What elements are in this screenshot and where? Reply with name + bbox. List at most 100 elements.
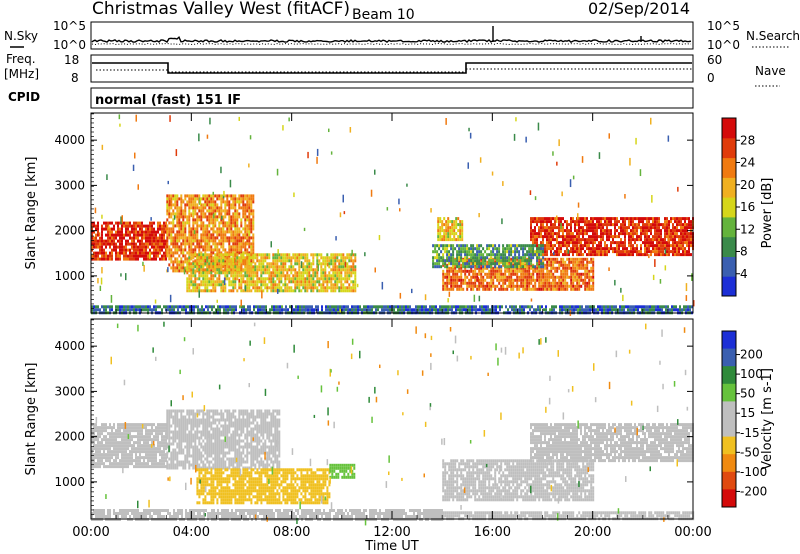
data-cell (216, 215, 219, 219)
data-cell (578, 266, 581, 270)
data-cell (188, 277, 191, 281)
data-cell (597, 305, 599, 309)
data-cell (183, 308, 185, 312)
data-cell (210, 239, 213, 243)
data-cell (590, 250, 592, 254)
data-cell (238, 212, 241, 216)
data-cell (496, 272, 499, 276)
data-cell (188, 224, 191, 228)
data-cell (262, 265, 265, 269)
data-cell (456, 284, 459, 288)
data-cell (561, 305, 563, 309)
data-cell (582, 232, 584, 236)
data-cell (620, 238, 622, 242)
data-cell (180, 257, 183, 261)
data-cell (190, 212, 193, 216)
data-cell (137, 305, 139, 309)
data-cell (121, 308, 123, 312)
data-cell (196, 268, 199, 272)
data-cell (464, 244, 467, 248)
data-cell (628, 220, 630, 224)
data-cell (508, 259, 511, 263)
data-cell (508, 244, 511, 248)
data-cell (504, 253, 507, 257)
data-cell (539, 308, 541, 312)
data-cell (586, 260, 589, 264)
data-cell (185, 308, 187, 312)
data-cell (216, 280, 219, 284)
data-cell (91, 245, 93, 249)
data-cell (119, 242, 121, 246)
data-cell (606, 232, 608, 236)
data-cell (107, 227, 109, 231)
data-cell (550, 247, 552, 251)
data-cell (269, 308, 271, 312)
data-cell (282, 289, 285, 293)
data-cell (129, 233, 131, 237)
data-cell (248, 233, 251, 237)
data-cell (259, 305, 261, 309)
data-cell (290, 286, 293, 290)
data-cell (425, 305, 427, 309)
data-cell (163, 236, 165, 240)
data-region (442, 257, 595, 291)
data-cell (180, 236, 183, 240)
data-cell (346, 265, 349, 269)
data-cell (518, 259, 521, 263)
data-cell (578, 253, 580, 257)
data-cell (325, 308, 327, 312)
data-cell (91, 248, 93, 252)
data-cell (271, 308, 273, 312)
data-cell (159, 227, 161, 231)
data-cell (594, 238, 596, 242)
data-cell (501, 305, 503, 309)
data-cell (546, 266, 549, 270)
data-cell (622, 241, 624, 245)
data-cell (188, 230, 191, 234)
data-cell (599, 308, 601, 312)
data-cell (306, 274, 309, 278)
data-cell (448, 262, 451, 266)
data-cell (204, 283, 207, 287)
data-cell (210, 262, 213, 266)
data-cell (516, 278, 519, 282)
data-cell (182, 221, 185, 225)
data-cell (135, 224, 137, 228)
data-cell (403, 308, 405, 312)
data-cell (582, 226, 584, 230)
data-cell (260, 280, 263, 284)
data-cell (248, 206, 251, 210)
data-cell (155, 248, 157, 252)
data-cell (280, 259, 283, 263)
data-cell (508, 265, 511, 269)
data-cell (174, 266, 177, 270)
data-cell (686, 250, 688, 254)
data-cell (228, 227, 231, 231)
data-cell (91, 233, 93, 237)
data-cell (206, 263, 209, 267)
data-cell (482, 287, 485, 291)
data-cell (258, 259, 261, 263)
data-cell (363, 305, 365, 309)
data-cell (632, 223, 634, 227)
data-cell (565, 308, 567, 312)
data-cell (91, 308, 93, 312)
data-cell (103, 248, 105, 252)
data-cell (670, 229, 672, 233)
data-cell (302, 277, 305, 281)
data-cell (265, 305, 267, 309)
data-cell (639, 305, 641, 309)
data-cell (151, 257, 153, 261)
data-cell (456, 256, 459, 260)
data-cell (509, 305, 511, 309)
data-cell (431, 305, 433, 309)
data-cell (311, 305, 313, 309)
data-cell (560, 272, 563, 276)
data-cell (624, 235, 626, 239)
data-cell (574, 275, 577, 279)
data-cell (604, 232, 606, 236)
data-cell (279, 308, 281, 312)
data-cell (214, 265, 217, 269)
data-cell (260, 271, 263, 275)
data-cell (454, 269, 457, 273)
